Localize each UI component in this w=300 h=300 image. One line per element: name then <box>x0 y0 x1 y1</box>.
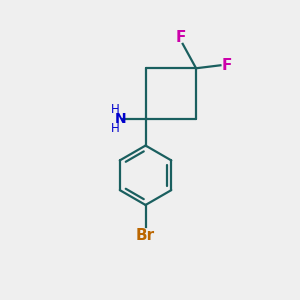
Text: N: N <box>115 112 126 126</box>
Text: H: H <box>111 122 119 135</box>
Text: F: F <box>176 30 186 45</box>
Text: Br: Br <box>136 228 155 243</box>
Text: F: F <box>222 58 232 73</box>
Text: H: H <box>111 103 119 116</box>
